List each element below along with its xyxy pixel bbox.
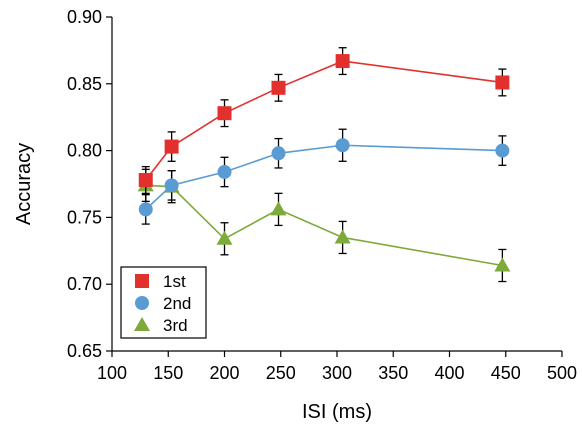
legend-label-3rd: 3rd — [163, 316, 188, 335]
legend-marker-3rd — [134, 317, 150, 331]
legend-label-2nd: 2nd — [163, 294, 191, 313]
x-tick-label: 400 — [434, 363, 464, 383]
x-axis-ticks: 100 150 200 250 300 350 400 450 500 — [97, 351, 577, 383]
data-point-2nd — [271, 146, 286, 161]
series-line-1st — [145, 60, 503, 181]
series-3rd — [137, 168, 511, 283]
y-tick-label: 0.80 — [67, 141, 102, 161]
data-point-2nd — [217, 164, 232, 179]
y-tick-label: 0.90 — [67, 7, 102, 27]
data-point-2nd — [164, 178, 179, 193]
data-point-1st — [217, 106, 232, 121]
x-tick-label: 200 — [209, 363, 239, 383]
series-1st — [138, 47, 510, 195]
legend-marker-2nd — [135, 296, 149, 310]
y-tick-label: 0.75 — [67, 207, 102, 227]
x-axis-title: ISI (ms) — [302, 401, 372, 423]
data-point-3rd — [216, 230, 233, 245]
x-tick-label: 350 — [378, 363, 408, 383]
data-point-3rd — [494, 257, 511, 272]
x-tick-label: 250 — [266, 363, 296, 383]
data-point-3rd — [270, 201, 287, 216]
x-tick-label: 450 — [491, 363, 521, 383]
x-tick-label: 500 — [547, 363, 577, 383]
x-tick-label: 300 — [322, 363, 352, 383]
series-line-2nd — [145, 144, 503, 210]
y-axis-title: Accuracy — [13, 143, 35, 225]
legend: 1st 2nd 3rd — [120, 266, 207, 339]
data-point-3rd — [334, 229, 351, 244]
x-tick-label: 150 — [153, 363, 183, 383]
data-point-1st — [495, 75, 510, 90]
y-tick-label: 0.85 — [67, 74, 102, 94]
series-line-3rd — [145, 184, 503, 267]
y-tick-label: 0.70 — [67, 274, 102, 294]
data-point-1st — [138, 172, 153, 187]
legend-label-1st: 1st — [163, 272, 186, 291]
data-point-2nd — [495, 143, 510, 158]
data-point-2nd — [138, 202, 153, 217]
y-axis-ticks: 0.65 0.70 0.75 0.80 0.85 0.90 — [67, 7, 112, 361]
data-point-2nd — [335, 138, 350, 153]
legend-marker-1st — [135, 274, 149, 288]
series-layer — [137, 47, 511, 283]
data-point-1st — [164, 139, 179, 154]
data-point-1st — [271, 80, 286, 95]
data-point-1st — [335, 54, 350, 69]
y-tick-label: 0.65 — [67, 341, 102, 361]
series-2nd — [138, 128, 510, 225]
x-tick-label: 100 — [97, 363, 127, 383]
